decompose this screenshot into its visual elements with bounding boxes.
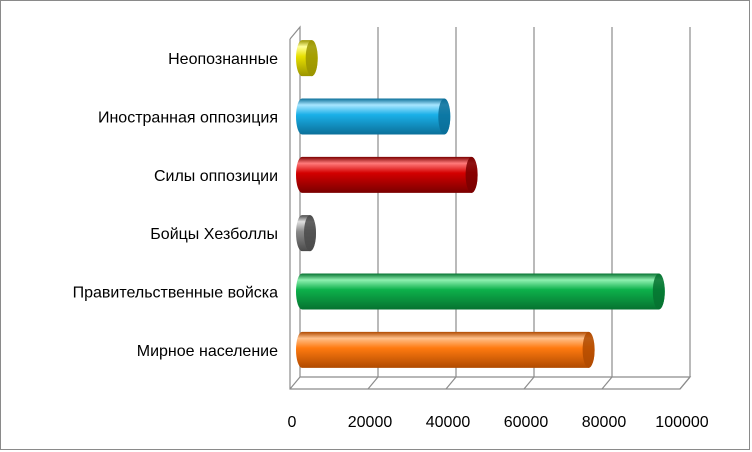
bar-end-cap [582, 331, 595, 368]
x-tick-label: 60000 [504, 414, 549, 431]
x-tick-label: 0 [288, 414, 297, 431]
category-label: Иностранная оппозиция [98, 110, 278, 127]
bar-body [296, 331, 595, 368]
gridline-floor [679, 376, 691, 390]
bar-end-cap [438, 98, 451, 135]
bar [296, 273, 665, 310]
gridline-floor [601, 376, 613, 390]
x-tick-label: 80000 [582, 414, 627, 431]
gridline-floor [523, 376, 535, 390]
category-label: Неопознанные [168, 51, 278, 68]
bars [296, 40, 665, 368]
bar-body [296, 156, 478, 193]
category-labels: Неопознанные Иностранная оппозиция Силы оп… [73, 51, 278, 360]
category-label: Бойцы Хезболлы [150, 226, 278, 243]
gridline-floor [367, 376, 379, 390]
bar-end-cap [304, 215, 316, 252]
category-label: Мирное население [137, 343, 278, 360]
gridline-floor [445, 376, 457, 390]
category-label: Силы оппозиции [154, 168, 278, 185]
bar-body [296, 98, 451, 135]
bar [296, 98, 451, 135]
bar [296, 215, 316, 252]
bar-end-cap [652, 273, 665, 310]
bar [296, 40, 318, 77]
left-wall-edge [289, 25, 301, 377]
bar-body [296, 273, 665, 310]
bar-end-cap [305, 40, 318, 77]
bar [296, 331, 595, 368]
bar [296, 156, 478, 193]
x-axis-tick-labels: 0 20000 40000 60000 80000 100000 [288, 414, 709, 431]
x-tick-label: 40000 [426, 414, 471, 431]
x-tick-label: 100000 [655, 414, 708, 431]
bar-end-cap [465, 156, 478, 193]
category-label: Правительственные войска [73, 285, 278, 302]
x-tick-label: 20000 [348, 414, 393, 431]
grid-lines [367, 27, 691, 390]
